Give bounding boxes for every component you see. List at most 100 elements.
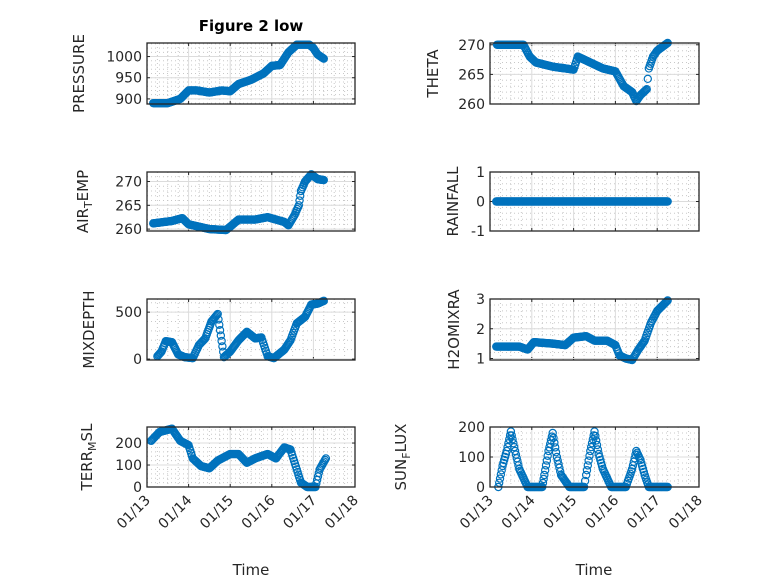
- axes-box: [489, 298, 700, 361]
- data-point: [217, 336, 226, 346]
- data-point: [639, 87, 649, 96]
- y-axis-label: AIRTEMP: [74, 170, 95, 233]
- figure-title: Figure 2 low: [199, 17, 304, 35]
- subplot-rainfall: -1 0 1 RAINFALL: [444, 165, 700, 240]
- data-point: [548, 428, 557, 438]
- data-markers: [149, 40, 328, 108]
- subplot-air-temp: 260 265 270 AIRTEMP: [74, 170, 356, 238]
- data-point: [551, 443, 560, 452]
- subplot-mixdepth: 0 500 MIXDEPTH: [80, 290, 356, 369]
- data-point: [540, 466, 550, 475]
- x-tick-label: 01/16: [582, 492, 622, 532]
- data-point: [591, 436, 601, 445]
- y-tick-label: 100: [115, 458, 142, 474]
- data-markers: [492, 38, 672, 106]
- y-tick-label: 270: [458, 38, 485, 54]
- x-axis-label-right: Time: [575, 561, 613, 579]
- axes-box: [146, 426, 356, 488]
- data-point: [641, 85, 651, 95]
- data-point: [642, 84, 651, 94]
- data-point: [295, 196, 304, 205]
- axes-background: [490, 43, 699, 104]
- y-tick-label: 0: [476, 195, 485, 211]
- y-axis-label: THETA: [424, 49, 442, 99]
- data-point: [549, 433, 558, 442]
- data-point: [584, 456, 593, 465]
- subplot-theta: 260 265 270 THETA: [424, 38, 700, 113]
- data-point: [509, 439, 518, 448]
- data-point: [218, 342, 227, 351]
- data-point: [583, 461, 593, 470]
- data-point: [640, 86, 650, 96]
- data-point: [540, 470, 549, 480]
- y-tick-label: 0: [133, 480, 142, 496]
- y-axis-label: RAINFALL: [444, 166, 462, 237]
- y-tick-label: 260: [458, 97, 485, 113]
- data-point: [662, 297, 672, 306]
- axes-box: [489, 426, 700, 488]
- axes-box: [146, 171, 356, 232]
- data-point: [585, 451, 594, 460]
- data-point: [592, 440, 602, 450]
- data-point: [643, 74, 652, 84]
- subplot-h2omixra: 1 2 3 H2OMIXRA: [445, 289, 700, 370]
- data-point: [514, 461, 523, 470]
- data-point: [580, 476, 590, 486]
- y-tick-label: 900: [115, 92, 142, 108]
- data-point: [320, 455, 330, 465]
- subplot-sun-flux: 01/13 01/14 01/15 01/16 01/17 01/18 0 100 200 SUN…: [392, 420, 706, 532]
- data-point: [542, 456, 552, 465]
- x-tick-label: 01/14: [499, 492, 539, 532]
- y-tick-label: 0: [133, 352, 142, 368]
- data-point: [543, 451, 552, 460]
- y-tick-label: 2: [476, 322, 485, 338]
- data-point: [663, 296, 672, 305]
- x-axis-label-left: Time: [232, 561, 270, 579]
- y-tick-label: 265: [458, 67, 485, 83]
- data-point: [284, 338, 294, 347]
- x-tick-label: 01/13: [114, 493, 154, 533]
- data-point: [216, 331, 226, 340]
- x-tick-label: 01/13: [457, 493, 497, 533]
- y-axis-label: H2OMIXRA: [445, 289, 463, 370]
- data-point: [495, 474, 505, 483]
- y-tick-label: 0: [476, 480, 485, 496]
- data-point: [321, 454, 331, 463]
- subplot-pressure: 900 950 1000 PRESSURE: [70, 34, 356, 113]
- x-tick-label: 01/15: [197, 493, 237, 533]
- data-point: [586, 446, 595, 456]
- y-axis-label: MIXDEPTH: [80, 290, 98, 368]
- x-tick-label: 01/14: [156, 492, 196, 532]
- y-tick-label: 270: [115, 175, 142, 191]
- data-point: [510, 442, 519, 452]
- subplot-terr-msl: 01/13 01/14 01/15 01/16 01/17 01/18 0 100 200 TER…: [78, 423, 362, 532]
- data-point: [593, 445, 603, 454]
- y-tick-label: 950: [115, 71, 142, 87]
- data-point: [215, 326, 225, 335]
- data-point: [507, 431, 516, 440]
- data-point: [319, 54, 328, 63]
- data-point: [551, 448, 561, 457]
- data-markers: [492, 197, 672, 206]
- data-point: [214, 315, 223, 324]
- x-tick-label: 01/18: [322, 493, 362, 533]
- y-tick-label: 100: [458, 450, 485, 466]
- data-point: [215, 320, 224, 330]
- y-tick-label: 200: [115, 436, 142, 452]
- y-axis-label: PRESSURE: [70, 34, 88, 113]
- y-axis-label: TERRMSL: [78, 423, 99, 492]
- x-tick-label: 01/17: [624, 493, 664, 533]
- axes-box: [146, 42, 356, 105]
- data-markers: [492, 296, 672, 365]
- data-point: [582, 466, 592, 475]
- x-tick-label: 01/16: [239, 492, 279, 532]
- y-tick-label: 265: [115, 198, 142, 214]
- y-tick-label: 3: [476, 292, 485, 308]
- axes-box: [146, 298, 356, 361]
- y-tick-label: 1: [476, 352, 485, 368]
- data-point: [539, 474, 548, 484]
- y-tick-label: 500: [115, 305, 142, 321]
- x-tick-label: 01/17: [280, 493, 320, 533]
- y-axis-label: SUNFLUX: [392, 424, 413, 491]
- data-point: [508, 435, 517, 444]
